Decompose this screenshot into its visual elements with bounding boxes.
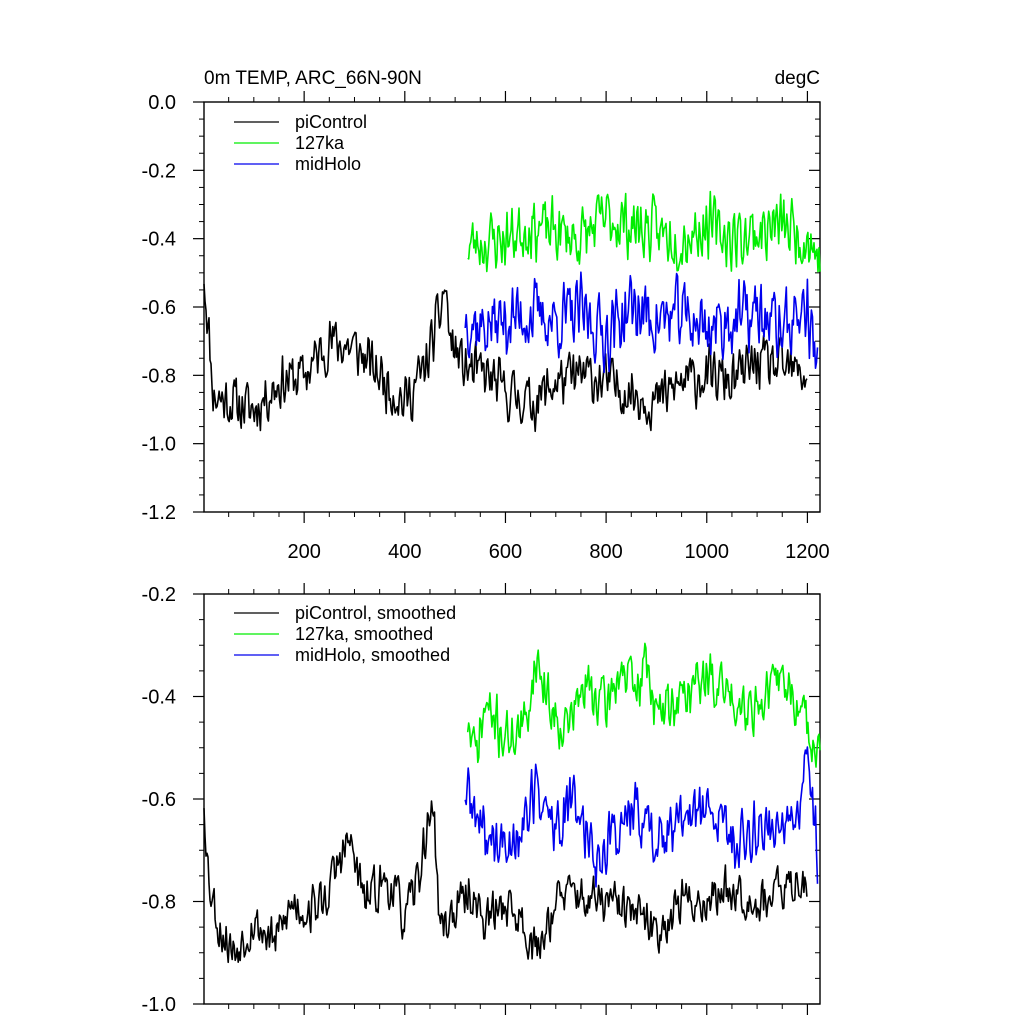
y-tick-label: -0.8 [142, 365, 176, 387]
x-tick-label: 400 [388, 541, 421, 563]
series-line-1 [467, 190, 821, 273]
legend-label-midholo: midHolo [295, 154, 361, 174]
y-tick-label: -1.0 [142, 434, 176, 456]
y-tick-label: -0.4 [142, 229, 176, 251]
x-tick-label: 800 [589, 541, 622, 563]
top-units-label: degC [775, 68, 820, 89]
y-tick-label: -0.2 [142, 160, 176, 182]
bottom-axis-ticks: -0.2 -0.4 -0.6 -0.8 -1.0 [142, 583, 820, 1016]
x-tick-label: 600 [489, 541, 522, 563]
x-tick-label: 1000 [685, 541, 730, 563]
bottom-panel: -0.2 -0.4 -0.6 -0.8 -1.0 piControl, smoothed… [142, 583, 821, 1016]
y-tick-label: 0.0 [148, 92, 176, 114]
legend-label-127ka-smoothed: 127ka, smoothed [295, 624, 433, 644]
legend-label-127ka: 127ka [295, 133, 345, 153]
series-line-2 [464, 746, 819, 888]
bottom-series-group [203, 642, 821, 964]
y-tick-label: -1.0 [142, 994, 176, 1016]
legend-label-picontrol-smoothed: piControl, smoothed [295, 603, 456, 623]
y-tick-label: -1.2 [142, 502, 176, 524]
series-line-1 [466, 642, 821, 768]
series-line-0 [203, 800, 808, 964]
series-line-0 [203, 283, 808, 433]
legend-label-picontrol: piControl [295, 112, 367, 132]
top-series-group [203, 190, 821, 433]
y-tick-label: -0.4 [142, 687, 176, 709]
top-axis-ticks: 200 400 600 800 1000 1200 0.0 -0.2 -0.4 -0.6 -0.8 -… [142, 91, 830, 563]
y-tick-label: -0.6 [142, 789, 176, 811]
top-panel: 200 400 600 800 1000 1200 0.0 -0.2 -0.4 -0.6 -0.8 -… [142, 68, 830, 563]
x-tick-label: 1200 [785, 541, 830, 563]
y-tick-label: -0.8 [142, 892, 176, 914]
y-tick-label: -0.6 [142, 297, 176, 319]
top-legend: piControl 127ka midHolo [234, 112, 367, 174]
y-tick-label: -0.2 [142, 584, 176, 606]
top-chart-title: 0m TEMP, ARC_66N-90N [204, 68, 422, 89]
x-tick-label: 200 [287, 541, 320, 563]
bottom-legend: piControl, smoothed 127ka, smoothed midH… [234, 603, 456, 665]
legend-label-midholo-smoothed: midHolo, smoothed [295, 645, 450, 665]
series-line-2 [464, 271, 819, 374]
